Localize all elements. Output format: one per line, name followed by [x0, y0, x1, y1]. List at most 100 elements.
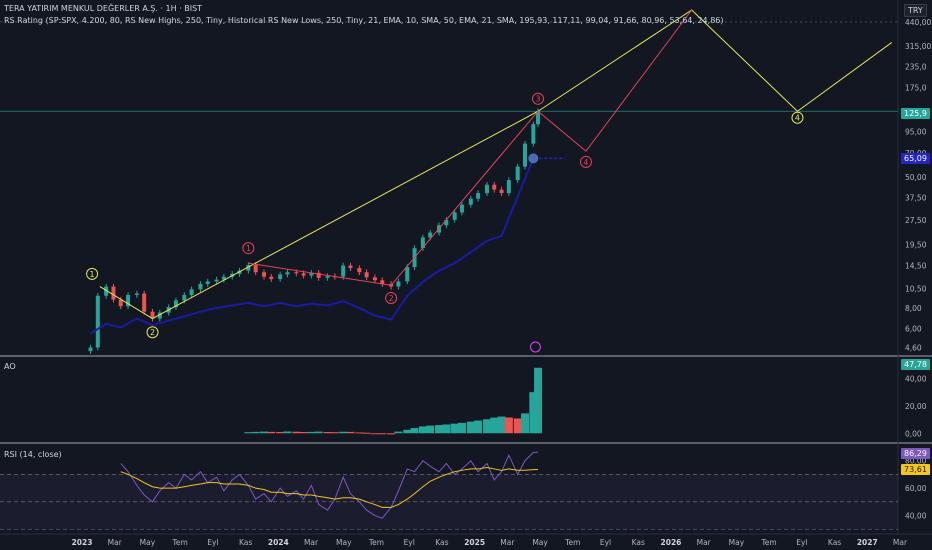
time-tick-label: 2027	[857, 538, 878, 547]
price-tick-label: 27,50	[905, 216, 927, 225]
ao-bar	[378, 433, 387, 435]
time-tick-label: Mar	[893, 538, 908, 547]
time-tick-label: Tem	[761, 538, 777, 547]
price-candle	[459, 204, 464, 213]
price-candle	[111, 286, 116, 300]
rs-line	[90, 157, 535, 335]
ao-bar	[513, 418, 522, 434]
price-candle	[325, 276, 330, 278]
price-candle	[118, 299, 123, 307]
wave-red-label: 3	[535, 95, 540, 104]
ao-bar	[466, 421, 475, 434]
wave-red-label: 1	[246, 244, 251, 253]
price-tick-label: 4,60	[905, 344, 922, 353]
rsi-tick-label: 40,00	[905, 512, 927, 521]
time-tick-label: 2024	[268, 538, 289, 547]
rsi-ma-line	[120, 467, 539, 508]
ao-bar	[394, 431, 403, 434]
time-tick-label: Eyl	[600, 538, 611, 547]
price-candle	[278, 274, 283, 280]
price-candle	[126, 294, 131, 307]
price-tick-label: 315,00	[905, 42, 931, 51]
ao-bar	[330, 432, 339, 434]
wave-yellow-label: 2	[150, 328, 155, 337]
price-candle	[95, 295, 100, 348]
wave-red-label: 4	[583, 158, 588, 167]
price-candle	[198, 283, 203, 290]
price-badge: 125,9	[901, 108, 930, 119]
ao-bar	[418, 426, 427, 434]
time-tick-label: Eyl	[207, 538, 218, 547]
time-tick-label: Mar	[108, 538, 123, 547]
price-candle	[221, 276, 226, 280]
price-tick-label: 440,00	[905, 18, 931, 27]
ao-bar	[426, 425, 435, 434]
price-candle	[492, 184, 497, 190]
price-candle	[468, 198, 473, 205]
time-tick-label: Eyl	[796, 538, 807, 547]
ao-bar	[276, 432, 285, 434]
price-tick-label: 10,50	[905, 285, 927, 294]
wave-red-label-circle	[532, 92, 545, 105]
price-tick-label: 8,00	[905, 304, 922, 313]
time-tick-label: 2025	[464, 538, 485, 547]
ao-bar	[403, 429, 412, 434]
ao-bar	[520, 413, 529, 434]
price-candle	[285, 272, 290, 275]
time-tick-label: Tem	[172, 538, 188, 547]
ao-bar	[355, 432, 364, 434]
price-candle	[444, 219, 449, 226]
price-candle	[182, 294, 187, 301]
time-tick-label: Eyl	[404, 538, 415, 547]
price-candle	[246, 265, 251, 271]
ao-tick-label: 40,00	[905, 374, 927, 383]
time-tick-label: Mar	[304, 538, 319, 547]
price-candle	[134, 293, 139, 295]
rsi-ma-badge: 73,61	[901, 464, 930, 475]
price-tick-label: 6,00	[905, 325, 922, 334]
price-candle	[452, 212, 457, 220]
wave-red-line	[248, 9, 693, 286]
wave-yellow-label-circle	[791, 111, 804, 124]
price-candle	[364, 272, 369, 278]
indicator-legend: RS Rating (SP:SPX, 4.200, 80, RS New Hig…	[4, 16, 724, 25]
price-candle	[476, 193, 481, 199]
price-candle	[88, 347, 93, 352]
price-candle	[372, 277, 377, 281]
price-candle	[150, 311, 155, 319]
rs-badge: 65,09	[901, 153, 930, 164]
price-candle	[522, 143, 527, 167]
wave-yellow-label: 1	[90, 270, 95, 279]
ao-bar	[307, 431, 316, 434]
price-tick-label: 19,50	[905, 240, 927, 249]
price-candle	[189, 289, 194, 295]
ao-bar	[362, 432, 371, 434]
rsi-badge: 86,29	[901, 448, 930, 459]
ao-bar	[504, 417, 513, 434]
ao-bar	[283, 431, 292, 434]
ao-bar	[299, 432, 308, 434]
price-tick-label: 235,0	[905, 63, 927, 72]
price-candle	[214, 279, 219, 282]
ao-pane-label: AO	[4, 362, 16, 371]
time-tick-label: Kas	[239, 538, 252, 547]
ao-bar	[442, 424, 451, 434]
price-tick-label: 14,50	[905, 262, 927, 271]
price-candle	[348, 265, 353, 269]
currency-badge[interactable]: TRY	[904, 4, 927, 17]
ao-bar	[534, 367, 543, 434]
price-candle	[420, 237, 425, 249]
ao-bar	[474, 420, 483, 434]
ao-bar	[457, 422, 466, 434]
price-candle	[253, 265, 258, 273]
wave-yellow-label-circle	[86, 267, 99, 280]
price-candle	[341, 265, 346, 277]
time-tick-label: May	[729, 538, 745, 547]
ao-bar	[346, 431, 355, 434]
ao-bar	[267, 431, 276, 434]
ao-bar	[387, 433, 396, 435]
time-tick-label: 2026	[661, 538, 682, 547]
ao-bar	[370, 433, 379, 435]
ao-bar	[244, 432, 253, 434]
